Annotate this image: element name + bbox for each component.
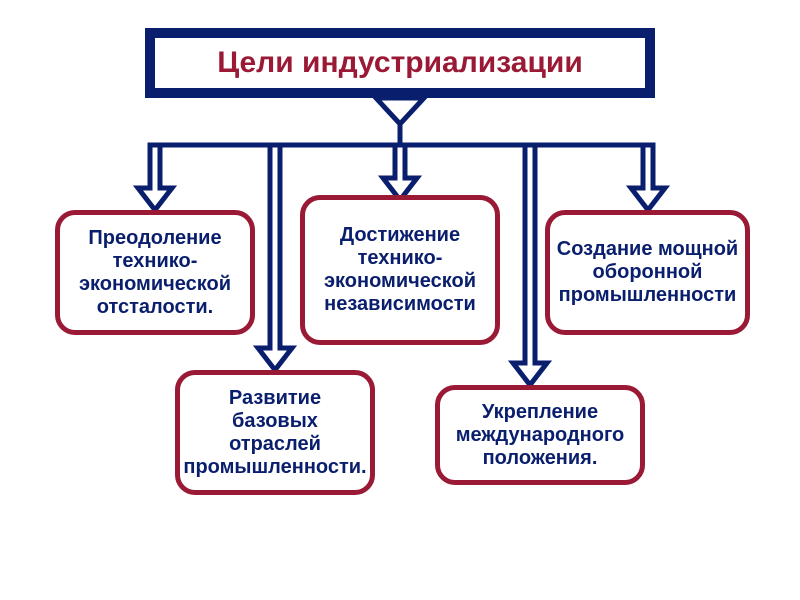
node-n5: Укрепление международного положения. [435, 385, 645, 485]
node-label: Достижение технико-экономической независ… [309, 224, 491, 316]
node-n1: Преодоление технико-экономической отстал… [55, 210, 255, 335]
node-n3: Создание мощной оборонной промышленности [545, 210, 750, 335]
node-n2: Достижение технико-экономической независ… [300, 195, 500, 345]
title-box: Цели индустриализации [145, 28, 655, 98]
node-n4: Развитие базовых отраслей промышленности… [175, 370, 375, 495]
node-label: Преодоление технико-экономической отстал… [64, 227, 246, 319]
node-label: Создание мощной оборонной промышленности [554, 238, 741, 307]
node-label: Развитие базовых отраслей промышленности… [183, 387, 366, 479]
title-label: Цели индустриализации [217, 46, 583, 80]
node-label: Укрепление международного положения. [444, 401, 636, 470]
